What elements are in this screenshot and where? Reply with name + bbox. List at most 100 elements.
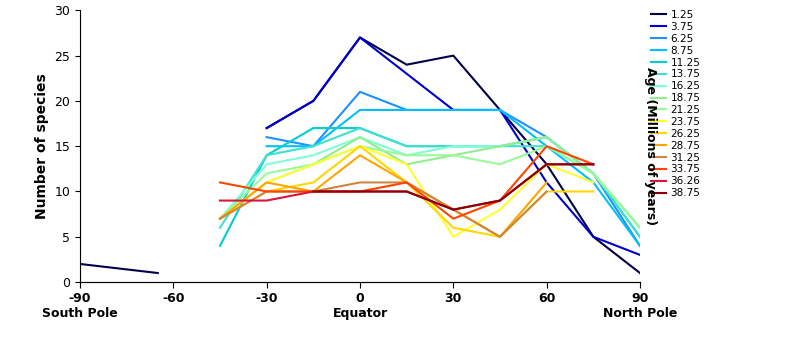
1.25	[153, 271, 162, 275]
Line: 18.75: 18.75	[220, 137, 640, 228]
33.75	[309, 190, 318, 194]
18.75	[355, 135, 365, 139]
23.75	[449, 235, 458, 239]
Line: 23.75: 23.75	[220, 146, 594, 237]
36.26	[542, 162, 551, 166]
13.75	[215, 226, 225, 230]
21.25	[309, 162, 318, 166]
11.25	[262, 153, 271, 157]
13.75	[309, 144, 318, 148]
11.25	[495, 144, 505, 148]
18.75	[542, 135, 551, 139]
28.75	[495, 235, 505, 239]
33.75	[215, 180, 225, 184]
36.26	[402, 190, 411, 194]
Line: 28.75: 28.75	[220, 155, 546, 237]
1.25	[75, 262, 85, 266]
11.25	[402, 144, 411, 148]
31.25	[355, 180, 365, 184]
8.75	[402, 108, 411, 112]
21.25	[215, 217, 225, 221]
6.25	[495, 108, 505, 112]
16.25	[402, 153, 411, 157]
Line: 11.25: 11.25	[220, 128, 640, 246]
13.75	[355, 126, 365, 130]
18.75	[309, 162, 318, 166]
Legend: 1.25, 3.75, 6.25, 8.75, 11.25, 13.75, 16.25, 18.75, 21.25, 23.75, 26.25, 28.75, : 1.25, 3.75, 6.25, 8.75, 11.25, 13.75, 16…	[651, 10, 701, 198]
16.25	[215, 217, 225, 221]
Line: 33.75: 33.75	[220, 146, 594, 219]
13.75	[542, 144, 551, 148]
23.75	[589, 180, 598, 184]
16.25	[449, 144, 458, 148]
31.25	[542, 190, 551, 194]
8.75	[495, 108, 505, 112]
31.25	[262, 190, 271, 194]
18.75	[262, 180, 271, 184]
21.25	[262, 171, 271, 175]
23.75	[542, 162, 551, 166]
Line: 26.25: 26.25	[220, 146, 594, 237]
11.25	[355, 126, 365, 130]
33.75	[449, 217, 458, 221]
26.25	[449, 226, 458, 230]
33.75	[542, 144, 551, 148]
13.75	[495, 144, 505, 148]
16.25	[589, 171, 598, 175]
36.26	[495, 198, 505, 203]
21.25	[542, 144, 551, 148]
16.25	[262, 162, 271, 166]
18.75	[449, 153, 458, 157]
Y-axis label: Number of species: Number of species	[35, 73, 49, 219]
6.25	[355, 90, 365, 94]
8.75	[589, 180, 598, 184]
36.26	[309, 190, 318, 194]
21.25	[449, 153, 458, 157]
18.75	[589, 171, 598, 175]
23.75	[495, 207, 505, 212]
6.25	[402, 108, 411, 112]
36.26	[589, 162, 598, 166]
26.25	[355, 144, 365, 148]
6.25	[262, 135, 271, 139]
26.25	[215, 217, 225, 221]
23.75	[402, 162, 411, 166]
26.25	[495, 235, 505, 239]
28.75	[449, 207, 458, 212]
31.25	[402, 180, 411, 184]
23.75	[262, 180, 271, 184]
23.75	[215, 217, 225, 221]
36.26	[215, 198, 225, 203]
Line: 8.75: 8.75	[266, 110, 640, 246]
Line: 16.25: 16.25	[220, 137, 640, 228]
Line: 1.25: 1.25	[80, 264, 158, 273]
6.25	[542, 135, 551, 139]
36.26	[449, 207, 458, 212]
11.25	[542, 135, 551, 139]
18.75	[495, 144, 505, 148]
Line: 21.25: 21.25	[220, 146, 640, 228]
13.75	[635, 235, 645, 239]
8.75	[635, 244, 645, 248]
13.75	[449, 144, 458, 148]
31.25	[309, 190, 318, 194]
21.25	[495, 162, 505, 166]
11.25	[449, 144, 458, 148]
13.75	[589, 171, 598, 175]
21.25	[402, 153, 411, 157]
28.75	[215, 217, 225, 221]
33.75	[355, 190, 365, 194]
26.25	[542, 190, 551, 194]
16.25	[542, 135, 551, 139]
28.75	[262, 180, 271, 184]
16.25	[355, 135, 365, 139]
13.75	[402, 144, 411, 148]
8.75	[262, 144, 271, 148]
11.25	[635, 235, 645, 239]
26.25	[402, 180, 411, 184]
23.75	[355, 144, 365, 148]
16.25	[495, 144, 505, 148]
6.25	[449, 108, 458, 112]
26.25	[262, 190, 271, 194]
8.75	[309, 144, 318, 148]
